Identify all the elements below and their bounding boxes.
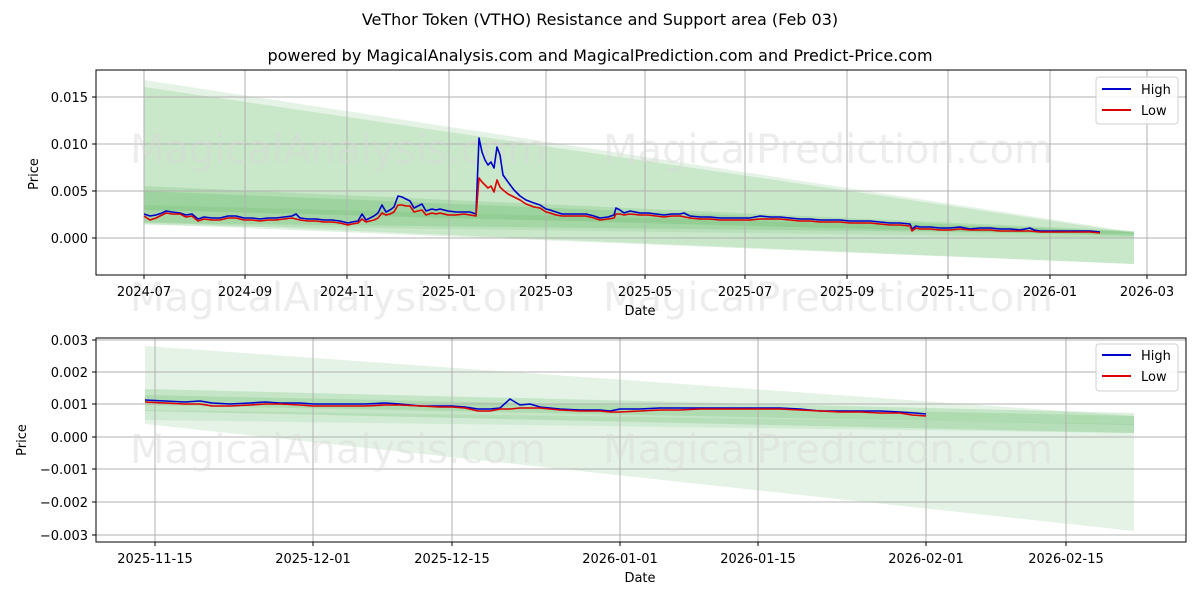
bottom-ytick: 0.002 bbox=[51, 366, 88, 381]
top-low-line bbox=[143, 177, 1101, 234]
watermark-prediction: MagicalPrediction.com bbox=[603, 127, 1053, 173]
bottom-band-mid bbox=[145, 395, 1134, 425]
top-ylabel: Price bbox=[27, 158, 42, 190]
chart-subtitle: powered by MagicalAnalysis.com and Magic… bbox=[267, 46, 933, 65]
bottom-xtick: 2025-11-15 bbox=[117, 552, 193, 567]
top-ytick: 0.005 bbox=[51, 185, 88, 200]
top-xtick: 2025-01 bbox=[422, 285, 476, 300]
bottom-xtick: 2026-01-15 bbox=[720, 552, 796, 567]
top-band-outer-light bbox=[144, 80, 1134, 264]
watermark-prediction-2: MagicalPrediction.com bbox=[603, 275, 1053, 321]
bottom-ytick: 0.000 bbox=[51, 431, 88, 446]
bottom-ytick: −0.001 bbox=[40, 463, 88, 478]
top-grid bbox=[96, 70, 1186, 275]
bottom-band-outer bbox=[145, 346, 1134, 531]
bottom-ytick: −0.002 bbox=[40, 496, 88, 511]
top-ytick: 0.010 bbox=[51, 138, 88, 153]
legend-high-label: High bbox=[1141, 83, 1171, 98]
bottom-xtick: 2026-01-01 bbox=[582, 552, 658, 567]
top-ytick: 0.000 bbox=[51, 232, 88, 247]
top-xlabel: Date bbox=[624, 304, 655, 319]
top-xtick: 2026-01 bbox=[1023, 285, 1077, 300]
watermark-analysis: MagicalAnalysis.com bbox=[130, 127, 546, 173]
top-xtick: 2024-09 bbox=[218, 285, 272, 300]
top-chart: MagicalAnalysis.com MagicalPrediction.co… bbox=[27, 69, 1187, 321]
legend-low-label: Low bbox=[1141, 370, 1167, 385]
bottom-ytick: 0.001 bbox=[51, 398, 88, 413]
bottom-xtick: 2025-12-01 bbox=[275, 552, 351, 567]
bottom-xtick: 2026-02-15 bbox=[1028, 552, 1104, 567]
bottom-high-low bbox=[144, 401, 927, 417]
watermark-analysis-3: MagicalAnalysis.com bbox=[130, 427, 546, 473]
bottom-axes-frame bbox=[95, 337, 1187, 543]
top-xtick: 2025-09 bbox=[820, 285, 874, 300]
bottom-high-line bbox=[144, 398, 927, 415]
bottom-ytick: 0.003 bbox=[51, 334, 88, 349]
top-xtick: 2025-11 bbox=[921, 285, 975, 300]
top-high-line bbox=[143, 137, 1101, 233]
top-ytick: 0.015 bbox=[51, 91, 88, 106]
top-xtick: 2024-11 bbox=[320, 285, 374, 300]
bottom-ylabel: Price bbox=[15, 424, 30, 456]
top-xtick: 2025-07 bbox=[718, 285, 772, 300]
legend-high-label: High bbox=[1141, 349, 1171, 364]
top-legend: High Low bbox=[1095, 76, 1179, 125]
top-xtick: 2025-05 bbox=[618, 285, 672, 300]
bottom-xlabel: Date bbox=[624, 571, 655, 586]
watermark-analysis-2: MagicalAnalysis.com bbox=[130, 275, 546, 321]
legend-low-label: Low bbox=[1141, 104, 1167, 119]
bottom-xtick: 2025-12-15 bbox=[414, 552, 490, 567]
chart-title: VeThor Token (VTHO) Resistance and Suppo… bbox=[361, 10, 839, 29]
bottom-grid bbox=[96, 338, 1186, 542]
bottom-xtick: 2026-02-01 bbox=[888, 552, 964, 567]
top-band-outer bbox=[144, 87, 1134, 264]
bottom-legend: High Low bbox=[1095, 343, 1179, 392]
bottom-ytick: −0.003 bbox=[40, 529, 88, 544]
top-axes-frame bbox=[95, 69, 1187, 276]
bottom-chart: MagicalAnalysis.com MagicalPrediction.co… bbox=[15, 334, 1187, 586]
bottom-band-support bbox=[145, 410, 1134, 433]
top-xtick: 2024-07 bbox=[117, 285, 171, 300]
top-xtick: 2025-03 bbox=[519, 285, 573, 300]
watermark-prediction-3: MagicalPrediction.com bbox=[603, 427, 1053, 473]
top-xtick: 2026-03 bbox=[1120, 285, 1174, 300]
